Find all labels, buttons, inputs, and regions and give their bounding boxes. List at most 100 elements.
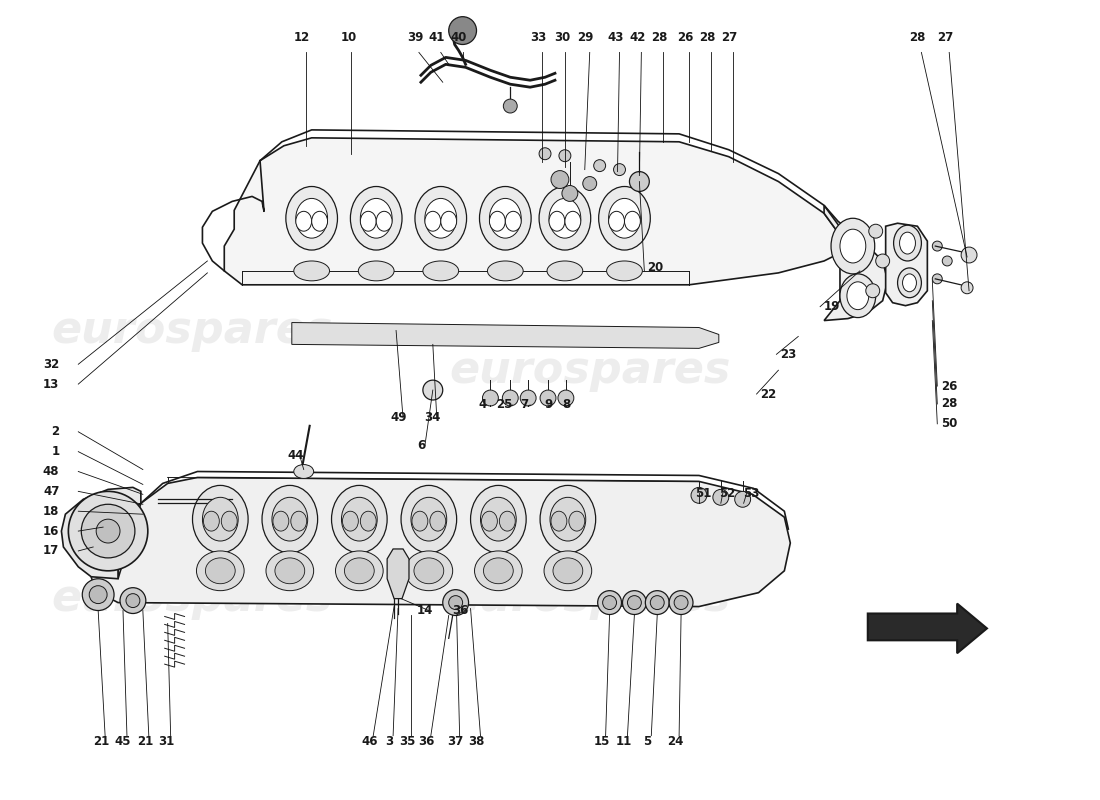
Text: eurospares: eurospares: [449, 577, 730, 620]
Circle shape: [961, 247, 977, 263]
Text: 10: 10: [340, 31, 356, 45]
Ellipse shape: [480, 186, 531, 250]
Ellipse shape: [361, 511, 376, 531]
Ellipse shape: [336, 551, 383, 590]
Ellipse shape: [487, 261, 524, 281]
Circle shape: [504, 99, 517, 113]
Ellipse shape: [625, 211, 640, 231]
Text: 29: 29: [578, 31, 594, 45]
Ellipse shape: [902, 274, 916, 292]
Text: 25: 25: [496, 398, 513, 411]
Circle shape: [650, 596, 664, 610]
Circle shape: [483, 390, 498, 406]
Circle shape: [126, 594, 140, 607]
Ellipse shape: [272, 498, 308, 541]
Text: 11: 11: [615, 734, 631, 747]
Ellipse shape: [415, 186, 466, 250]
Ellipse shape: [376, 211, 392, 231]
Polygon shape: [886, 223, 927, 306]
Ellipse shape: [430, 511, 446, 531]
Ellipse shape: [206, 558, 235, 584]
Circle shape: [735, 491, 750, 507]
Circle shape: [562, 186, 578, 202]
Ellipse shape: [893, 226, 922, 261]
Ellipse shape: [361, 211, 376, 231]
Circle shape: [627, 596, 641, 610]
Ellipse shape: [296, 211, 311, 231]
Circle shape: [623, 590, 647, 614]
Text: 51: 51: [695, 487, 712, 500]
Polygon shape: [868, 603, 987, 654]
Polygon shape: [292, 322, 718, 348]
Text: 2: 2: [52, 426, 59, 438]
Text: 36: 36: [419, 734, 435, 747]
Circle shape: [82, 578, 114, 610]
Text: 28: 28: [942, 398, 958, 410]
Polygon shape: [387, 549, 409, 598]
Circle shape: [520, 390, 536, 406]
Circle shape: [646, 590, 669, 614]
Circle shape: [551, 170, 569, 189]
Circle shape: [869, 224, 882, 238]
Circle shape: [603, 596, 616, 610]
Text: 16: 16: [43, 525, 59, 538]
Text: 44: 44: [287, 449, 304, 462]
Text: 34: 34: [425, 411, 441, 424]
Ellipse shape: [262, 486, 318, 553]
Ellipse shape: [547, 261, 583, 281]
Text: eurospares: eurospares: [449, 349, 730, 392]
Ellipse shape: [221, 511, 238, 531]
Text: 12: 12: [294, 31, 310, 45]
Text: 40: 40: [451, 31, 466, 45]
Ellipse shape: [481, 498, 516, 541]
Text: 35: 35: [399, 734, 415, 747]
Circle shape: [597, 590, 622, 614]
Circle shape: [503, 390, 518, 406]
Text: 4: 4: [478, 398, 486, 411]
Ellipse shape: [544, 551, 592, 590]
Ellipse shape: [482, 511, 497, 531]
Circle shape: [943, 256, 953, 266]
Ellipse shape: [197, 551, 244, 590]
Ellipse shape: [425, 211, 441, 231]
Text: 1: 1: [52, 445, 59, 458]
Polygon shape: [224, 138, 840, 285]
Circle shape: [866, 284, 880, 298]
Text: 18: 18: [43, 505, 59, 518]
Circle shape: [961, 282, 974, 294]
Ellipse shape: [898, 268, 922, 298]
Ellipse shape: [359, 261, 394, 281]
Circle shape: [96, 519, 120, 543]
Ellipse shape: [549, 198, 581, 238]
Ellipse shape: [405, 551, 453, 590]
Text: 33: 33: [530, 31, 547, 45]
Ellipse shape: [202, 498, 239, 541]
Ellipse shape: [294, 465, 313, 478]
Text: 28: 28: [698, 31, 715, 45]
Ellipse shape: [294, 261, 330, 281]
Text: 48: 48: [43, 465, 59, 478]
Text: eurospares: eurospares: [52, 309, 333, 352]
Text: 27: 27: [720, 31, 737, 45]
Text: 8: 8: [562, 398, 570, 411]
Circle shape: [558, 390, 574, 406]
Ellipse shape: [344, 558, 374, 584]
Circle shape: [713, 490, 728, 506]
Circle shape: [449, 596, 463, 610]
Ellipse shape: [608, 211, 625, 231]
Ellipse shape: [549, 211, 565, 231]
Ellipse shape: [351, 186, 402, 250]
Text: 26: 26: [676, 31, 693, 45]
Ellipse shape: [847, 282, 869, 310]
Text: 21: 21: [94, 734, 109, 747]
Text: 14: 14: [417, 604, 433, 617]
Ellipse shape: [565, 211, 581, 231]
Text: 28: 28: [651, 31, 668, 45]
Circle shape: [876, 254, 890, 268]
Ellipse shape: [192, 486, 249, 553]
Ellipse shape: [341, 498, 377, 541]
Ellipse shape: [425, 198, 456, 238]
Polygon shape: [91, 478, 790, 606]
Circle shape: [422, 380, 442, 400]
Text: 52: 52: [718, 487, 735, 500]
